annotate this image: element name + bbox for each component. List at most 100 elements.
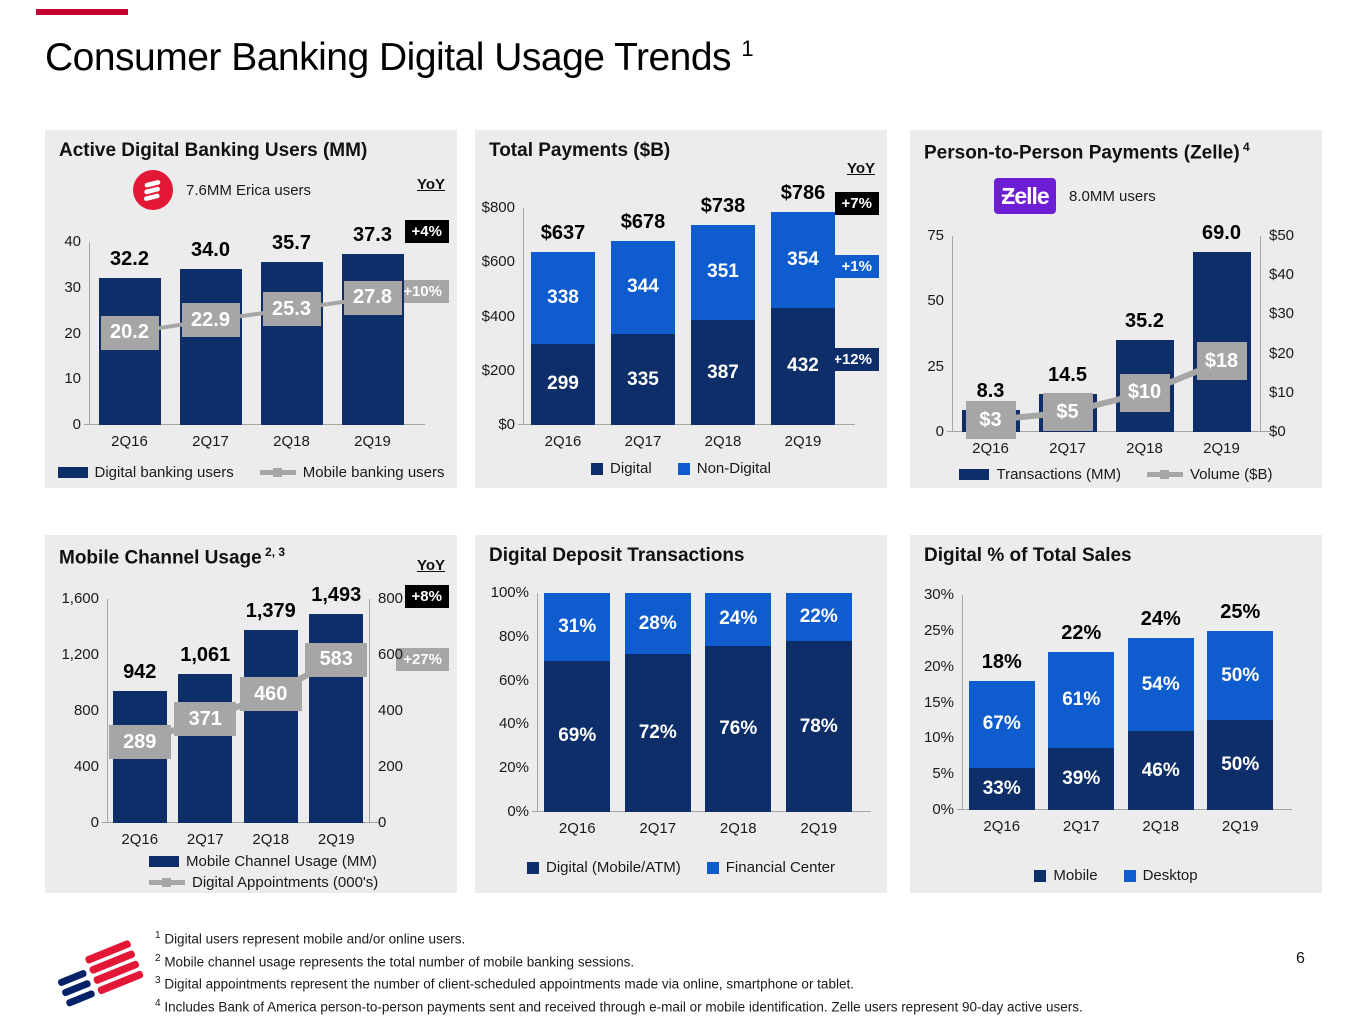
line-label: 289 [108, 725, 171, 760]
segment-label: 28% [638, 612, 677, 634]
axis-tick: 75 [927, 227, 944, 244]
yoy-chip: +8% [404, 585, 449, 608]
yoy-header: YoY [416, 557, 445, 574]
segment-label: 50% [1221, 754, 1260, 776]
segment-label: 344 [627, 276, 659, 298]
value-label: 1,493 [311, 583, 362, 606]
bar-segment: 50% [1207, 630, 1274, 721]
legend-item: Digital banking users [57, 464, 234, 481]
value-label: 8.3 [976, 380, 1005, 403]
x-axis-label: 2Q19 [784, 433, 822, 450]
chart-title-superscript: 2, 3 [261, 545, 286, 559]
x-axis-line [518, 424, 855, 425]
footnote-superscript: 4 [155, 997, 161, 1009]
plot-area: 30% 25% 20% 15% 10% 5% 0% 33% 67% 18% 2Q16 39% 61% 22… [924, 586, 1292, 835]
legend-row: Mobile Desktop [910, 867, 1322, 884]
bar-segment: 39% [1048, 748, 1115, 810]
legend-label: Desktop [1142, 867, 1198, 884]
page-title-text: Consumer Banking Digital Usage Trends [45, 36, 732, 79]
footnote-text: Includes Bank of America person-to-perso… [160, 999, 1083, 1014]
axis-tick: 400 [378, 702, 404, 719]
axis-tick: $0 [498, 416, 515, 433]
axis-tick: $0 [1269, 423, 1286, 440]
x-axis-line [957, 809, 1292, 810]
x-axis-label: 2Q17 [192, 433, 229, 450]
value-label: 24% [1140, 608, 1181, 630]
bar [179, 269, 242, 425]
yoy-chip: +7% [834, 192, 879, 215]
bar-segment: 76% [705, 645, 772, 812]
bar-segment: 351 [691, 224, 755, 321]
axis-tick: 10% [923, 729, 954, 747]
legend-item: Non-Digital [677, 460, 771, 477]
axis-tick: 0% [932, 801, 954, 818]
segment-label: 338 [547, 287, 579, 309]
legend-swatch [1034, 869, 1047, 882]
bofa-flag-icon [57, 940, 144, 1007]
bar-segment: 28% [624, 593, 691, 655]
value-label: 25% [1220, 600, 1261, 623]
legend-item: Desktop [1123, 867, 1198, 884]
bar [98, 277, 161, 425]
legend-row: Transactions (MM) Volume ($B) [910, 466, 1322, 483]
axis-tick: 20% [498, 759, 529, 777]
segment-label: 69% [558, 725, 597, 747]
axis-tick: $20 [1269, 344, 1295, 362]
legend-row: Digital Appointments (000's) [45, 874, 457, 891]
legend-label: Digital Appointments (000's) [192, 874, 379, 891]
x-axis-label: 2Q18 [719, 820, 757, 837]
axis-tick: $50 [1269, 227, 1295, 244]
zelle-logo: Ƶelle [994, 178, 1056, 214]
segment-label: 299 [547, 373, 579, 395]
segment-label: 54% [1141, 673, 1180, 695]
legend-label: Digital [610, 460, 652, 477]
footnote: 4 Includes Bank of America person-to-per… [155, 994, 1185, 1017]
value-label: 69.0 [1202, 221, 1241, 244]
segment-label: 33% [982, 777, 1021, 799]
axis-tick: 0 [72, 416, 81, 433]
axis-tick: $600 [481, 253, 515, 271]
bar-segment: 432 [771, 307, 835, 425]
bar-segment: 24% [705, 593, 772, 646]
chart-title-text: Mobile Channel Usage [59, 547, 262, 569]
segment-label: 387 [707, 361, 739, 383]
yoy-header: YoY [846, 160, 875, 177]
x-axis-label: 2Q19 [354, 433, 391, 450]
line-label: 583 [305, 642, 368, 677]
footnote: 1 Digital users represent mobile and/or … [155, 926, 1185, 949]
x-axis-label: 2Q19 [1203, 440, 1240, 457]
chart-title-text: Total Payments ($B) [489, 140, 671, 161]
legend-row: Digital Non-Digital [475, 460, 887, 477]
segment-label: 24% [719, 608, 758, 630]
x-axis-label: 2Q16 [111, 433, 148, 450]
value-label: $678 [620, 210, 666, 233]
x-axis-label: 2Q16 [983, 818, 1021, 835]
x-axis-label: 2Q19 [317, 831, 355, 848]
legend-item: Digital (Mobile/ATM) [527, 859, 681, 876]
line-label: $5 [1042, 393, 1093, 432]
footnote-superscript: 3 [155, 975, 161, 986]
legend-line-dot [272, 468, 282, 477]
bank-of-america-logo [46, 934, 146, 1011]
bar-segment: 78% [785, 641, 852, 812]
axis-tick: 1,200 [61, 646, 99, 663]
segment-label: 61% [1062, 689, 1101, 711]
chart-panel-total-payments: Total Payments ($B) YoY +7% +1% +12% $800 $600… [475, 130, 887, 488]
value-label: 14.5 [1048, 364, 1087, 387]
legend-item: Mobile banking users [259, 464, 445, 481]
legend-row: Mobile Channel Usage (MM) [45, 853, 457, 870]
segment-label: 354 [787, 248, 819, 270]
segment-label: 39% [1062, 768, 1101, 790]
legend-swatch [706, 861, 719, 874]
badge-label: 8.0MM users [1069, 187, 1156, 205]
bar [178, 674, 233, 823]
bar-segment: 33% [968, 767, 1035, 810]
bar-segment: 335 [611, 334, 675, 425]
legend-swatch [591, 462, 604, 475]
bar [1192, 251, 1251, 432]
legend-swatch [959, 469, 990, 480]
chart-panel-active-digital-banking-users: Active Digital Banking Users (MM) 7.6MM E… [45, 130, 457, 488]
legend-item: Financial Center [706, 859, 835, 876]
axis-tick: 800 [378, 590, 404, 607]
chart-title-text: Person-to-Person Payments (Zelle) [924, 142, 1240, 164]
